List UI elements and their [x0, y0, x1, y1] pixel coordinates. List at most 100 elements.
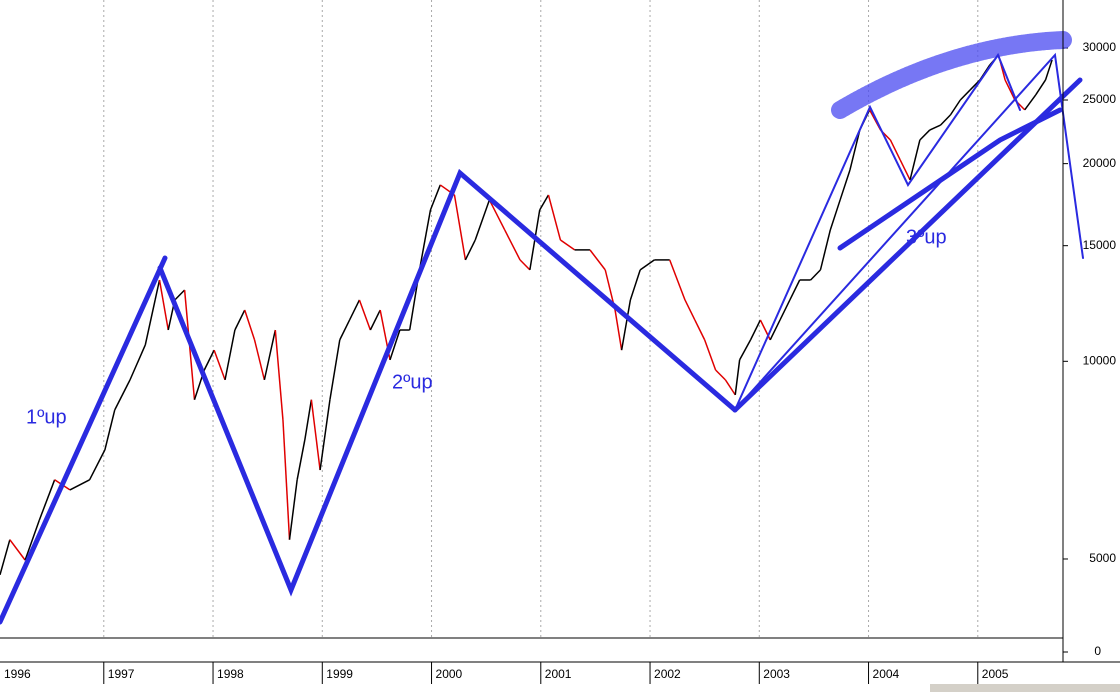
price-segment	[539, 194, 550, 211]
price-segment	[620, 299, 632, 351]
price-segment	[24, 519, 41, 561]
price-segment	[174, 289, 186, 301]
trend-line	[837, 107, 1063, 251]
price-segment	[789, 279, 801, 301]
trend-line	[157, 168, 738, 597]
price-segment	[694, 319, 706, 341]
price-segment	[296, 439, 306, 480]
y-tick-label: 10000	[1083, 353, 1117, 367]
price-segment	[1044, 59, 1053, 81]
price-segment	[213, 349, 226, 381]
price-segment	[504, 229, 521, 261]
price-segment	[339, 319, 351, 341]
price-segment	[959, 89, 971, 101]
price-segment	[358, 299, 372, 331]
price-segment	[329, 339, 341, 400]
price-segment	[929, 124, 941, 131]
y-tick-label: 0	[1094, 644, 1101, 658]
price-segment	[348, 299, 361, 321]
price-segment	[639, 259, 655, 271]
price-segment	[453, 194, 467, 261]
price-segment	[253, 339, 266, 381]
price-segment	[429, 184, 441, 211]
annotation: 2ºup	[392, 371, 433, 393]
price-segment	[909, 139, 921, 181]
x-tick-label: 2001	[545, 667, 572, 681]
price-segment	[749, 319, 762, 341]
price-segment	[849, 129, 861, 171]
trend-line	[734, 52, 1084, 411]
y-tick-label: 15000	[1083, 238, 1117, 252]
price-segment	[589, 249, 606, 271]
x-tick-label: 1997	[108, 667, 135, 681]
price-segment	[779, 299, 791, 321]
price-segment	[614, 309, 623, 351]
trend-line	[734, 52, 1021, 411]
price-segment	[769, 319, 781, 341]
price-segment	[829, 199, 841, 231]
y-tick-label: 25000	[1083, 92, 1117, 106]
price-segment	[919, 129, 931, 141]
price-segment	[104, 409, 116, 451]
price-segment	[474, 199, 491, 241]
price-segment	[224, 329, 236, 381]
price-segment	[282, 419, 291, 540]
scrollbar[interactable]	[930, 684, 1120, 692]
price-segment	[274, 329, 284, 421]
price-segment	[889, 139, 901, 161]
x-tick-label: 2003	[763, 667, 790, 681]
hand-arc	[831, 31, 1072, 119]
price-segment	[629, 269, 641, 301]
x-tick-label: 2005	[982, 667, 1009, 681]
price-segment	[560, 239, 576, 251]
price-segment	[69, 479, 90, 491]
x-tick-label: 1998	[217, 667, 244, 681]
x-tick-label: 2004	[873, 667, 900, 681]
price-segment	[949, 99, 961, 116]
price-segment	[9, 539, 26, 561]
price-segment	[38, 479, 56, 521]
x-tick-label: 2000	[436, 667, 463, 681]
price-segment	[547, 194, 562, 241]
price-segment	[418, 209, 432, 271]
price-segment	[738, 339, 752, 361]
price-segment	[88, 449, 106, 481]
price-segment	[319, 399, 331, 471]
price-segment	[144, 299, 156, 346]
price-segment	[899, 159, 911, 181]
price-segment	[488, 199, 506, 231]
x-tick-label: 1996	[4, 667, 31, 681]
price-segment	[703, 339, 717, 371]
price-segment	[154, 279, 161, 301]
annotation: 1ºup	[26, 406, 67, 428]
price-segment	[464, 239, 476, 261]
price-segment	[724, 379, 736, 396]
price-segment	[288, 479, 298, 540]
price-segment	[203, 349, 215, 371]
price-segment	[969, 79, 981, 91]
price-segment	[114, 379, 131, 411]
price-segment	[304, 399, 313, 441]
price-segment	[310, 399, 321, 471]
price-segment	[0, 539, 11, 576]
price-segment	[234, 309, 246, 331]
y-tick-label: 20000	[1083, 156, 1117, 170]
trend-line	[0, 255, 168, 625]
price-segment	[1024, 94, 1037, 111]
price-segment	[263, 329, 277, 381]
price-segment	[669, 259, 686, 301]
price-segment	[158, 279, 169, 331]
price-segment	[369, 309, 381, 331]
x-tick-label: 2002	[654, 667, 681, 681]
y-tick-label: 30000	[1083, 40, 1117, 54]
price-segment	[1035, 79, 1047, 96]
trend-lines	[0, 31, 1084, 625]
price-segment	[1004, 79, 1016, 101]
price-segment	[940, 114, 952, 126]
price-segment	[819, 229, 832, 271]
price-segment	[244, 309, 256, 341]
price-segment	[389, 329, 401, 361]
